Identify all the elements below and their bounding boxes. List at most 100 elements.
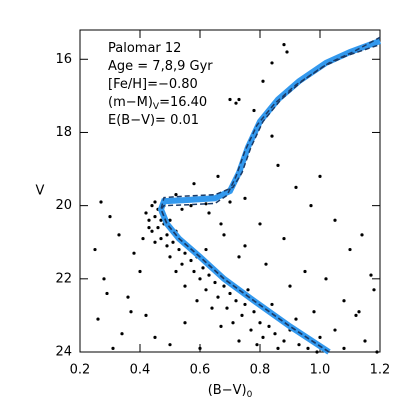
star-point — [363, 339, 367, 343]
x-tick-label: 0.2 — [70, 363, 91, 378]
plot-frame — [79, 29, 381, 353]
star-point — [213, 280, 217, 285]
star-point — [276, 346, 280, 350]
star-point — [234, 101, 238, 105]
star-point — [159, 236, 163, 241]
star-point — [285, 50, 289, 54]
star-point — [216, 174, 220, 178]
star-point — [354, 313, 358, 318]
x-tick-label: 0.4 — [130, 363, 151, 378]
star-point — [231, 321, 235, 325]
star-point — [228, 200, 232, 204]
star-point — [318, 174, 322, 178]
star-point — [147, 225, 151, 230]
annotation: Age = 7,8,9 Gyr — [108, 59, 213, 74]
star-point — [249, 328, 253, 332]
star-point — [342, 299, 346, 303]
star-point — [246, 288, 250, 292]
y-tick-label: 24 — [55, 345, 72, 360]
star-point — [270, 302, 274, 307]
star-point — [144, 211, 148, 215]
star-point — [264, 262, 268, 266]
star-point — [201, 266, 205, 270]
star-point — [204, 247, 208, 252]
star-point — [183, 251, 187, 255]
star-point — [159, 218, 163, 222]
star-point — [189, 204, 193, 208]
star-point — [309, 204, 313, 208]
star-point — [252, 310, 256, 314]
star-point — [342, 346, 346, 350]
y-axis-label: V — [36, 184, 45, 199]
star-point — [261, 335, 265, 339]
star-point — [180, 207, 184, 211]
star-point — [282, 43, 286, 47]
star-point — [369, 273, 373, 277]
star-point — [195, 299, 199, 303]
star-point — [219, 324, 223, 328]
star-point — [294, 317, 298, 321]
annotation-text: Age = 7,8,9 Gyr — [108, 59, 213, 74]
annotation: Palomar 12 — [108, 41, 181, 56]
star-point — [222, 284, 226, 288]
star-point — [243, 244, 247, 248]
star-point — [102, 277, 106, 281]
star-point — [276, 163, 280, 167]
star-point — [228, 291, 232, 296]
x-tick-label: 1.0 — [310, 363, 331, 378]
annotation-sub: V — [153, 102, 160, 112]
star-point — [333, 218, 337, 222]
star-point — [258, 321, 262, 325]
star-point — [117, 233, 121, 237]
star-point — [171, 240, 175, 244]
x-tick-label: 1.2 — [370, 363, 391, 378]
star-point — [165, 233, 169, 237]
y-tick-label: 22 — [55, 271, 72, 286]
star-point — [204, 288, 208, 292]
star-point — [198, 277, 202, 281]
star-point — [147, 218, 151, 222]
star-point — [357, 310, 361, 314]
star-point — [174, 193, 178, 197]
star-point — [189, 258, 193, 263]
star-point — [273, 332, 277, 336]
star-point — [144, 313, 148, 318]
star-point — [282, 236, 286, 241]
star-point — [126, 295, 130, 299]
star-point — [93, 247, 97, 252]
star-point — [315, 350, 319, 354]
star-point — [156, 225, 160, 230]
annotation: (m−M)V=16.40 — [108, 95, 207, 112]
star-point — [261, 79, 265, 83]
star-point — [180, 262, 184, 266]
y-tick-label: 20 — [55, 198, 72, 213]
star-point — [207, 211, 211, 215]
star-point — [138, 269, 142, 274]
star-point — [111, 346, 115, 350]
star-point — [168, 343, 172, 347]
star-point — [129, 310, 133, 314]
x-tick-label: 0.6 — [190, 363, 211, 378]
star-point — [324, 277, 328, 281]
star-point — [237, 255, 241, 259]
star-point — [168, 218, 172, 222]
star-point — [303, 269, 307, 274]
star-point — [228, 97, 232, 102]
star-point — [222, 233, 226, 237]
star-point — [375, 350, 379, 354]
annotation-after: =16.40 — [159, 95, 207, 110]
star-point — [258, 222, 262, 226]
star-point — [150, 204, 154, 208]
x-axis-label-sub: 0 — [247, 390, 253, 400]
star-point — [288, 284, 292, 288]
star-point — [210, 306, 214, 310]
star-point — [192, 182, 196, 186]
annotation-text: [Fe/H]=−0.80 — [108, 77, 198, 92]
star-point — [243, 302, 247, 307]
star-point — [306, 346, 310, 350]
y-tick-label: 16 — [55, 52, 72, 67]
star-point — [96, 317, 100, 321]
star-point — [270, 61, 274, 65]
star-point — [120, 332, 124, 336]
